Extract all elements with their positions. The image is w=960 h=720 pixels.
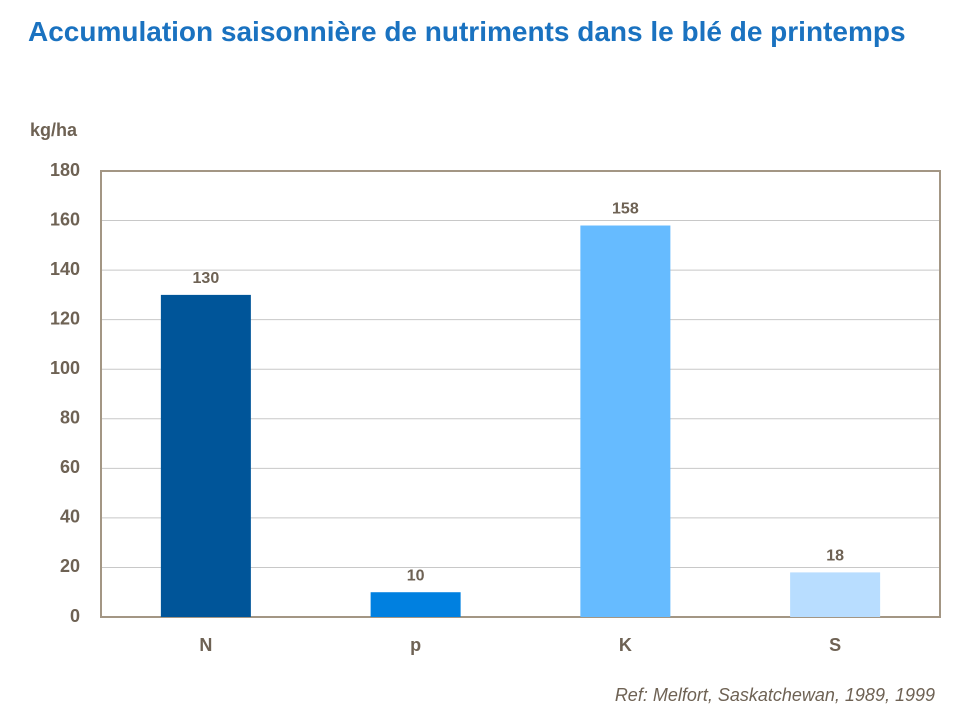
value-label: 130 bbox=[193, 270, 220, 287]
title-box: Accumulation saisonnière de nutriments d… bbox=[28, 16, 906, 47]
value-label: 158 bbox=[612, 201, 639, 218]
x-tick-label: N bbox=[199, 635, 212, 655]
chart-title: Accumulation saisonnière de nutriments d… bbox=[28, 16, 906, 47]
value-label: 18 bbox=[826, 548, 844, 565]
bar bbox=[790, 572, 881, 617]
y-tick-label: 180 bbox=[50, 160, 80, 180]
plot-border bbox=[100, 170, 941, 618]
y-axis-label: kg/ha bbox=[30, 120, 78, 140]
y-tick-label: 20 bbox=[60, 556, 80, 576]
x-tick-label: p bbox=[410, 635, 421, 655]
value-label: 10 bbox=[407, 567, 425, 584]
source-note: Ref: Melfort, Saskatchewan, 1989, 1999 bbox=[615, 685, 935, 705]
y-tick-label: 80 bbox=[60, 408, 80, 428]
bar bbox=[160, 294, 251, 617]
bar bbox=[580, 225, 671, 617]
x-tick-label: K bbox=[619, 635, 632, 655]
y-tick-label: 40 bbox=[60, 507, 80, 527]
bar bbox=[370, 592, 461, 617]
y-tick-label: 120 bbox=[50, 308, 80, 328]
y-tick-label: 140 bbox=[50, 259, 80, 279]
y-tick-label: 0 bbox=[70, 606, 80, 626]
y-tick-label: 60 bbox=[60, 457, 80, 477]
y-tick-label: 100 bbox=[50, 358, 80, 378]
y-tick-label: 160 bbox=[50, 209, 80, 229]
x-tick-label: S bbox=[829, 635, 841, 655]
